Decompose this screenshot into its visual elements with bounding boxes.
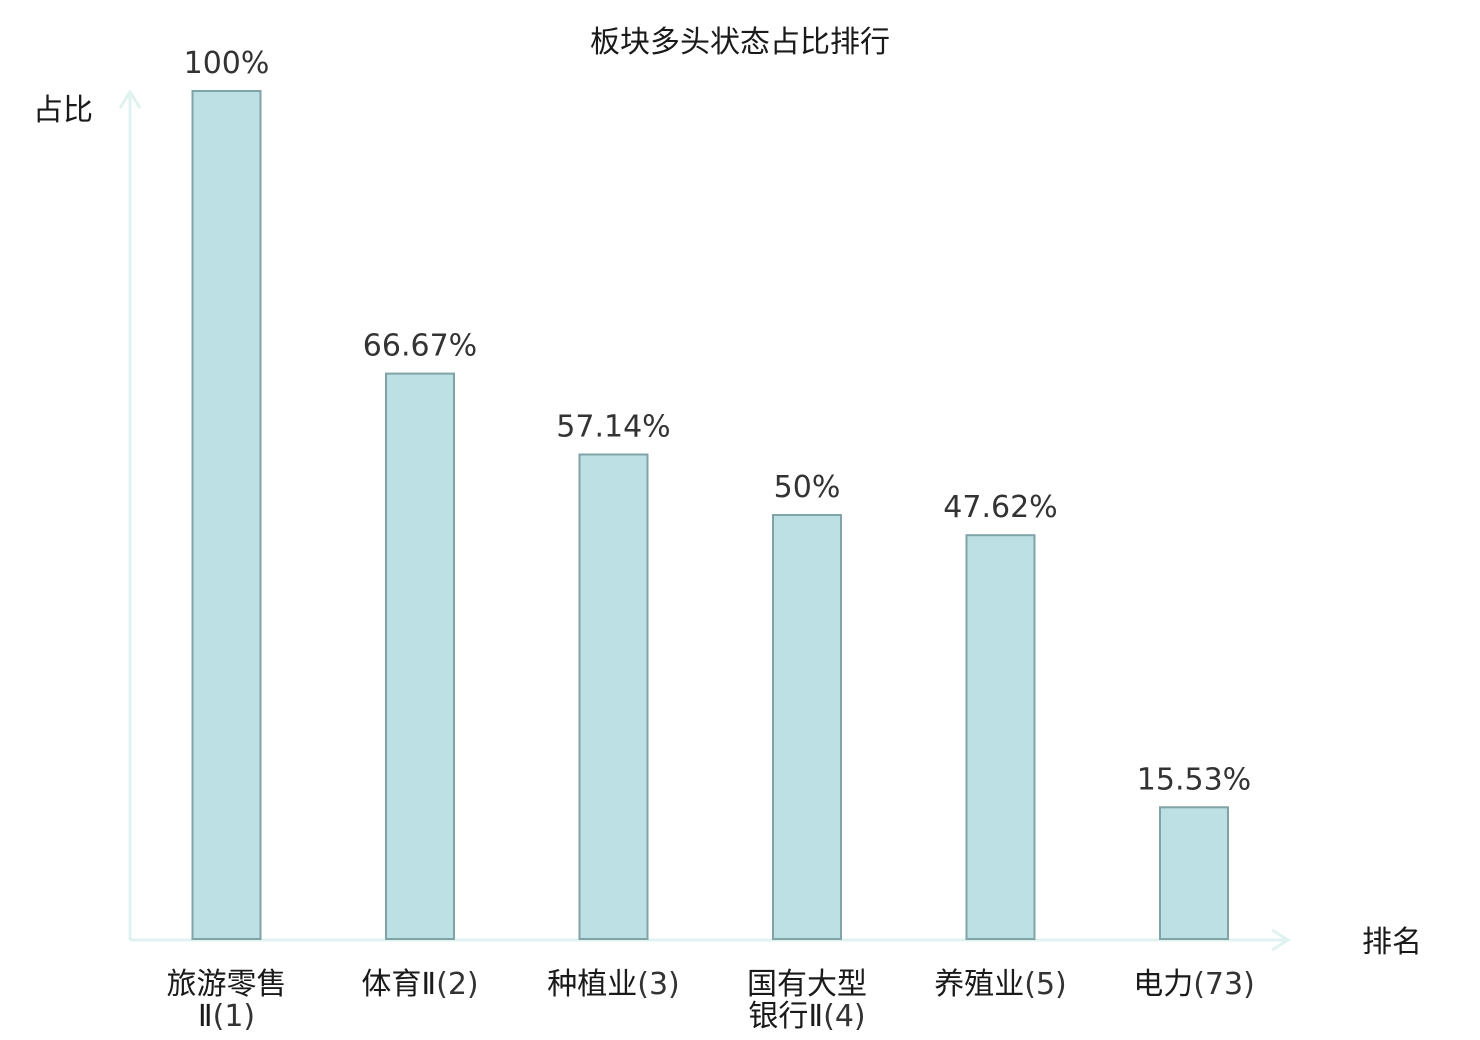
category-rank: (2) bbox=[436, 967, 479, 1002]
value-labels: 100% 66.67% 57.14% 50% 47.62% 15.53% bbox=[184, 46, 1252, 797]
x-axis-arrowhead bbox=[1271, 928, 1291, 952]
category-rank: (4) bbox=[823, 999, 866, 1034]
y-axis-title: 占比 bbox=[33, 93, 93, 128]
category-name: 国有大型 bbox=[747, 967, 867, 1002]
value-label: 15.53% bbox=[1137, 762, 1251, 797]
bar bbox=[965, 534, 1036, 940]
bar-series bbox=[191, 90, 1229, 941]
y-axis bbox=[118, 89, 142, 940]
category-label: 国有大型银行Ⅱ(4) bbox=[747, 967, 867, 1034]
y-axis-arrowhead bbox=[118, 89, 142, 109]
bar bbox=[1159, 806, 1229, 940]
category-rank: (5) bbox=[1024, 967, 1067, 1002]
bar bbox=[191, 90, 262, 940]
category-name: 种植业 bbox=[547, 967, 637, 1002]
x-axis bbox=[130, 928, 1291, 952]
category-label: 种植业(3) bbox=[547, 967, 680, 1002]
category-name: 银行Ⅱ bbox=[748, 999, 823, 1034]
category-label: 旅游零售 Ⅱ(1) bbox=[167, 967, 287, 1034]
category-name: Ⅱ bbox=[198, 999, 213, 1034]
category-name: 电力 bbox=[1133, 967, 1193, 1002]
x-axis-title: 排名 bbox=[1362, 925, 1422, 960]
category-rank: (73) bbox=[1193, 967, 1255, 1002]
category-name: 养殖业 bbox=[934, 967, 1024, 1002]
value-label: 57.14% bbox=[556, 410, 670, 445]
category-name: 体育Ⅱ bbox=[361, 967, 436, 1002]
bar bbox=[772, 514, 842, 940]
value-label: 66.67% bbox=[363, 329, 477, 364]
category-name: 旅游零售 bbox=[167, 967, 287, 1002]
bar bbox=[578, 453, 649, 940]
chart-title: 板块多头状态占比排行 bbox=[590, 25, 890, 60]
value-label: 50% bbox=[774, 470, 841, 505]
category-label: 体育Ⅱ(2) bbox=[361, 967, 478, 1002]
category-rank: (3) bbox=[637, 967, 680, 1002]
category-rank: (1) bbox=[213, 999, 256, 1034]
category-label: 养殖业(5) bbox=[934, 967, 1067, 1002]
value-label: 47.62% bbox=[943, 490, 1057, 525]
bar bbox=[385, 372, 455, 941]
category-label: 电力(73) bbox=[1133, 967, 1255, 1002]
category-labels: 旅游零售 Ⅱ(1) 体育Ⅱ(2) 种植业(3) 国有大型银行Ⅱ(4) 养殖业(5) 电力(7… bbox=[167, 967, 1255, 1034]
value-label: 100% bbox=[184, 46, 270, 81]
